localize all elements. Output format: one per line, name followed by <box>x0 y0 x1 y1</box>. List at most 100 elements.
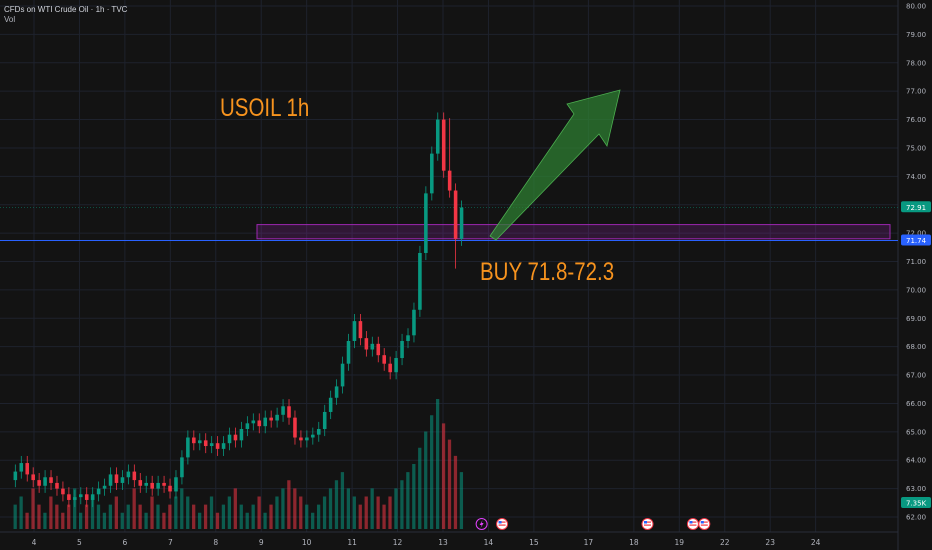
price-tick-label: 75.00 <box>906 144 926 152</box>
candle-body <box>459 207 464 239</box>
candle-body <box>352 321 357 341</box>
candle-body <box>227 434 232 444</box>
volume-bar <box>293 488 297 529</box>
time-tick-label: 14 <box>484 538 494 547</box>
volume-bar <box>263 512 267 529</box>
time-tick-label: 7 <box>168 538 173 547</box>
volume-bar <box>316 504 321 529</box>
price-tag <box>901 201 931 213</box>
volume-bar <box>430 415 434 529</box>
volume-bar <box>322 496 327 529</box>
price-tick-label: 70.00 <box>906 286 926 294</box>
time-tick-label: 13 <box>438 538 448 547</box>
volume-bar <box>251 504 255 529</box>
flag-canton <box>689 521 693 524</box>
volume-bar <box>418 447 422 529</box>
us-flag-icon[interactable] <box>641 518 654 530</box>
us-flag-icon[interactable] <box>698 518 711 530</box>
candle-body <box>209 443 214 447</box>
candle-body <box>233 434 238 441</box>
candle-body <box>221 443 226 449</box>
volume-bar <box>299 496 303 529</box>
volume-bar <box>209 496 214 529</box>
volume-bar <box>144 512 148 529</box>
volume-bar <box>376 496 380 529</box>
candle-body <box>126 471 131 478</box>
candle-body <box>257 420 262 427</box>
candle-body <box>346 340 351 364</box>
candle-body <box>430 153 434 194</box>
volume-bar <box>126 504 130 529</box>
price-tag-label: 72.91 <box>906 204 926 212</box>
candle-body <box>394 358 398 373</box>
volume-bar <box>96 504 101 529</box>
price-tick-label: 69.00 <box>906 315 926 323</box>
price-tag <box>901 497 931 508</box>
volume-bar <box>31 488 35 529</box>
candle-body <box>453 190 458 239</box>
candle-body <box>55 482 59 489</box>
volume-bar <box>287 480 291 529</box>
candle-body <box>239 428 244 441</box>
volume-bar <box>78 512 83 529</box>
candle-body <box>180 457 184 478</box>
volume-bar <box>275 496 279 529</box>
candle-body <box>197 440 202 444</box>
buy-zone-annotation[interactable]: BUY 71.8-72.3 <box>480 258 615 286</box>
volume-bar <box>346 488 351 529</box>
candle-body <box>269 417 273 421</box>
candle-body <box>31 474 35 481</box>
us-flag-icon[interactable] <box>496 518 509 530</box>
candle-body <box>108 474 113 486</box>
candle-body <box>441 119 446 171</box>
volume-bar <box>162 512 166 529</box>
volume-bar <box>37 504 41 529</box>
up-arrow-drawing[interactable] <box>489 89 621 241</box>
time-tick-label: 23 <box>765 538 775 547</box>
time-tick-label: 9 <box>259 538 264 547</box>
volume-bar <box>55 504 59 529</box>
volume-bar <box>13 504 17 529</box>
candle-body <box>114 474 119 483</box>
price-tick-label: 71.00 <box>906 258 926 266</box>
volume-bar <box>406 472 410 529</box>
price-tick-label: 80.00 <box>906 3 926 11</box>
price-tick-label: 68.00 <box>906 343 926 351</box>
price-tag-label: 71.74 <box>906 237 927 245</box>
candle-body <box>78 494 83 498</box>
candle-body <box>322 411 327 429</box>
volume-bar <box>245 512 249 529</box>
volume-bar <box>394 488 398 529</box>
candle-body <box>96 488 101 495</box>
price-tick-label: 74.00 <box>906 173 926 181</box>
us-flag-icon[interactable] <box>686 518 699 530</box>
candle-body <box>275 414 279 421</box>
time-tick-label: 8 <box>213 538 218 547</box>
flag-stripe <box>689 524 697 526</box>
flag-stripe <box>644 521 651 523</box>
candle-body <box>311 434 315 438</box>
candle-body <box>316 428 321 435</box>
time-tick-label: 18 <box>629 538 639 547</box>
candle-body <box>150 482 154 489</box>
volume-bar <box>114 496 118 529</box>
price-axis[interactable] <box>898 0 932 550</box>
chart-title-annotation[interactable]: USOIL 1h <box>220 94 310 122</box>
candle-body <box>156 482 160 489</box>
flag-canton <box>644 521 647 524</box>
candle-body <box>382 355 386 364</box>
volume-bar <box>192 504 196 529</box>
candle-body <box>138 480 143 486</box>
candle-body <box>364 338 369 350</box>
candle-body <box>424 193 428 253</box>
volume-bar <box>269 504 273 529</box>
candle-body <box>406 335 410 341</box>
buy-zone-rectangle[interactable] <box>256 224 891 240</box>
volume-bar <box>108 504 113 529</box>
candle-body <box>388 363 392 373</box>
volume-bar <box>73 488 77 529</box>
flag-canton <box>498 521 502 524</box>
candle-body <box>144 482 149 486</box>
